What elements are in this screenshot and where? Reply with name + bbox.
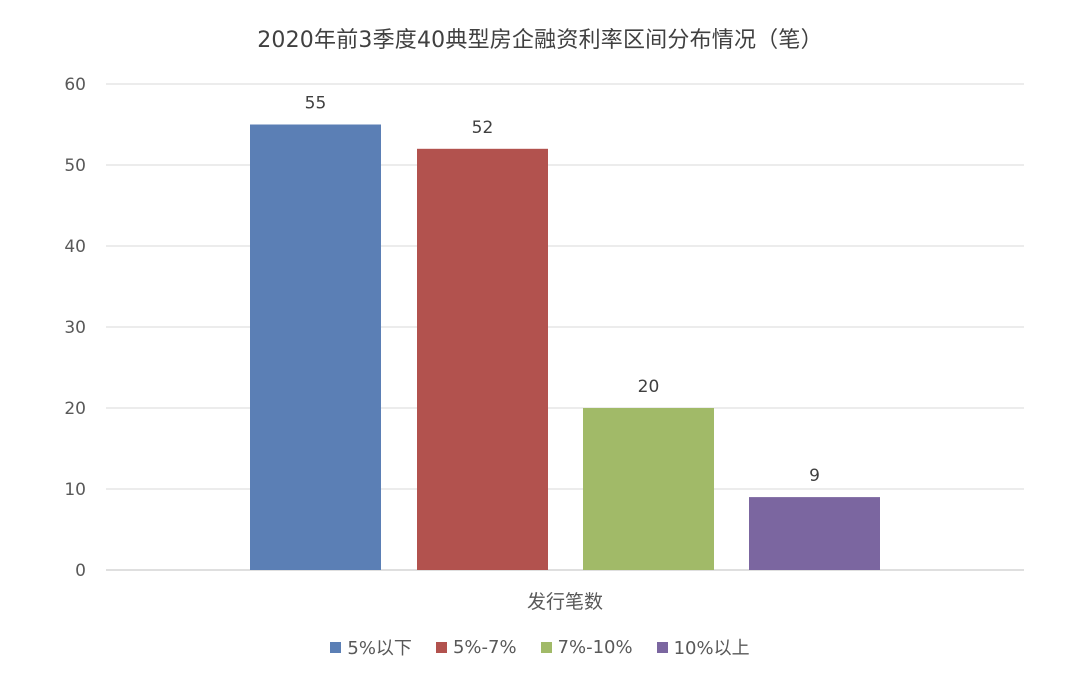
legend-item: 5%以下	[330, 634, 412, 660]
legend-swatch	[330, 641, 342, 653]
x-category-label: 发行笔数	[527, 591, 603, 613]
legend-swatch	[540, 641, 552, 653]
legend-label: 5%以下	[347, 638, 412, 659]
y-tick-label: 60	[64, 75, 86, 95]
legend: 5%以下 5%-7% 7%-10% 10%以上	[0, 634, 1080, 660]
data-label: 52	[472, 118, 494, 138]
legend-item: 5%-7%	[435, 636, 517, 658]
y-tick-label: 0	[75, 561, 86, 581]
data-label: 20	[638, 377, 660, 397]
legend-item: 7%-10%	[540, 636, 633, 658]
y-tick-label: 20	[64, 399, 86, 419]
y-tick-label: 50	[64, 156, 86, 176]
chart-title: 2020年前3季度40典型房企融资利率区间分布情况（笔）	[257, 28, 823, 53]
data-label: 55	[305, 94, 327, 114]
bar-2	[417, 148, 548, 571]
y-tick-label: 30	[64, 318, 86, 338]
legend-label: 7%-10%	[557, 636, 633, 658]
legend-swatch	[435, 641, 447, 653]
y-tick-label: 40	[64, 237, 86, 257]
legend-label: 10%以上	[673, 638, 750, 659]
data-label: 9	[809, 466, 820, 486]
bar-3	[583, 408, 714, 570]
legend-item: 10%以上	[656, 634, 750, 660]
y-tick-label: 10	[64, 480, 86, 500]
legend-label: 5%-7%	[452, 636, 517, 658]
bar-1	[250, 124, 381, 570]
legend-swatch	[656, 641, 668, 653]
bar-4	[749, 497, 880, 570]
